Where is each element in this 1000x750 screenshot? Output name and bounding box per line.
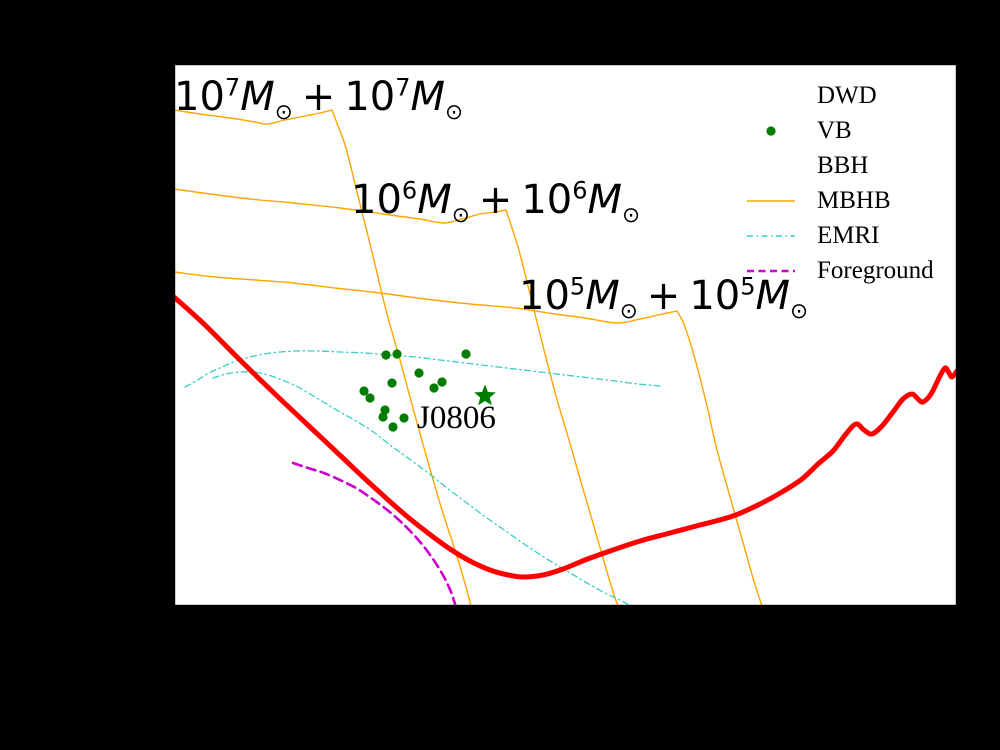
vb-point — [388, 422, 398, 432]
legend-label: DWD — [817, 82, 877, 109]
vb-point — [365, 393, 375, 403]
mass-term: 106M⊙ — [351, 177, 470, 229]
series-EMRI — [212, 371, 632, 606]
vb-point — [461, 349, 471, 359]
mass-term: 105M⊙ — [519, 273, 638, 325]
plot-frame — [173, 63, 958, 607]
mass-term: 106M⊙ — [521, 177, 641, 229]
legend-item-emri: EMRI — [745, 218, 934, 253]
series-MBHB 10^6+10^6 — [505, 209, 619, 606]
mass-term: 105M⊙ — [689, 273, 809, 325]
vb-point — [380, 405, 390, 415]
dashdot-line-icon — [745, 229, 797, 243]
series-red-curve — [174, 294, 957, 580]
legend-item-foreground: Foreground — [745, 253, 934, 288]
curves-group — [174, 109, 957, 606]
mass-term: 107M⊙ — [344, 74, 464, 126]
plus-operator: + — [646, 273, 681, 320]
series-MBHB 10^7+10^7 — [174, 109, 333, 125]
legend-label: MBHB — [817, 187, 891, 214]
series-Foreground — [291, 461, 458, 606]
mass-term: 107M⊙ — [174, 74, 293, 126]
vb-point — [414, 368, 424, 378]
vb-point — [387, 378, 397, 388]
vb-point — [381, 350, 391, 360]
mass-label-1e6: 106M⊙ +106M⊙ — [351, 179, 640, 227]
legend-label: VB — [817, 117, 852, 144]
legend-label: BBH — [817, 152, 869, 179]
vb-dot-icon — [745, 124, 797, 138]
legend-item-vb: VB — [745, 113, 934, 148]
legend-marker-none — [745, 159, 797, 173]
legend-item-bbh: BBH — [745, 148, 934, 183]
series-MBHB 10^5+10^5 — [174, 271, 678, 324]
series-MBHB 10^5+10^5 — [676, 310, 763, 606]
dashed-line-icon — [745, 264, 797, 278]
mass-label-1e7: 107M⊙ +107M⊙ — [174, 76, 463, 124]
legend-item-dwd: DWD — [745, 78, 934, 113]
legend-label: Foreground — [817, 257, 934, 284]
vb-point — [429, 383, 439, 393]
mass-label-1e5: 105M⊙ +105M⊙ — [519, 275, 808, 323]
plus-operator: + — [478, 177, 513, 224]
vb-point — [378, 412, 388, 422]
vb-point — [399, 413, 409, 423]
vb-point — [359, 386, 369, 396]
series-EMRI — [184, 350, 661, 388]
legend-marker-none — [745, 89, 797, 103]
plot-area — [174, 64, 957, 606]
legend-label: EMRI — [817, 222, 880, 249]
j0806-label: J0806 — [417, 400, 496, 436]
vb-point — [437, 377, 447, 387]
legend-item-mbhb: MBHB — [745, 183, 934, 218]
vb-point — [392, 349, 402, 359]
series-MBHB 10^6+10^6 — [174, 188, 507, 224]
solid-line-icon — [745, 194, 797, 208]
j0806-star-icon — [474, 384, 496, 406]
legend: DWD VB BBH MBHB EMRI — [745, 78, 934, 288]
plus-operator: + — [301, 74, 336, 121]
